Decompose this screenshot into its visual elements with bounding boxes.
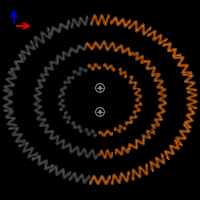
Polygon shape (90, 176, 110, 184)
Polygon shape (18, 142, 38, 157)
Polygon shape (135, 89, 142, 101)
Polygon shape (43, 124, 55, 139)
Polygon shape (63, 112, 70, 123)
Polygon shape (72, 122, 83, 132)
Polygon shape (73, 67, 87, 75)
Polygon shape (59, 86, 66, 98)
Polygon shape (154, 73, 163, 88)
Polygon shape (4, 90, 12, 110)
Polygon shape (112, 171, 129, 185)
Polygon shape (88, 63, 100, 70)
Polygon shape (66, 144, 83, 156)
Polygon shape (115, 147, 129, 155)
Polygon shape (71, 16, 88, 28)
Polygon shape (158, 88, 166, 101)
Polygon shape (101, 41, 119, 52)
Polygon shape (82, 149, 98, 159)
Polygon shape (50, 166, 71, 178)
Polygon shape (114, 125, 126, 132)
Polygon shape (157, 101, 166, 117)
Polygon shape (10, 54, 24, 77)
Polygon shape (142, 129, 155, 140)
Polygon shape (35, 28, 51, 47)
Polygon shape (132, 164, 148, 180)
Polygon shape (50, 20, 70, 36)
Polygon shape (133, 103, 142, 113)
Polygon shape (125, 115, 137, 125)
Polygon shape (163, 43, 181, 57)
Polygon shape (129, 76, 137, 89)
Polygon shape (34, 84, 43, 98)
Polygon shape (21, 41, 35, 60)
Polygon shape (32, 155, 53, 170)
Polygon shape (45, 59, 59, 72)
Polygon shape (134, 52, 145, 64)
Polygon shape (99, 130, 113, 136)
Polygon shape (4, 72, 17, 93)
Polygon shape (4, 110, 17, 126)
Polygon shape (70, 173, 90, 183)
Polygon shape (118, 45, 133, 56)
Polygon shape (37, 112, 46, 126)
Polygon shape (174, 57, 192, 74)
Polygon shape (185, 108, 195, 128)
Polygon shape (144, 60, 157, 76)
Polygon shape (100, 150, 112, 159)
Circle shape (99, 111, 101, 113)
Polygon shape (59, 100, 65, 111)
Polygon shape (85, 42, 102, 50)
Polygon shape (183, 74, 197, 91)
Polygon shape (150, 154, 165, 171)
Polygon shape (187, 92, 197, 108)
Circle shape (99, 87, 101, 89)
Polygon shape (57, 51, 70, 61)
Polygon shape (70, 45, 86, 53)
Polygon shape (129, 139, 144, 150)
Polygon shape (38, 71, 48, 84)
Polygon shape (85, 128, 96, 137)
Polygon shape (91, 15, 109, 25)
Polygon shape (54, 136, 67, 149)
Polygon shape (9, 127, 25, 142)
Polygon shape (104, 64, 115, 71)
Polygon shape (34, 99, 42, 112)
Polygon shape (148, 31, 167, 44)
Polygon shape (119, 68, 127, 78)
Polygon shape (111, 17, 130, 27)
Polygon shape (64, 76, 74, 84)
Polygon shape (129, 21, 151, 35)
Polygon shape (152, 116, 162, 128)
Polygon shape (176, 124, 190, 146)
Polygon shape (165, 140, 179, 160)
